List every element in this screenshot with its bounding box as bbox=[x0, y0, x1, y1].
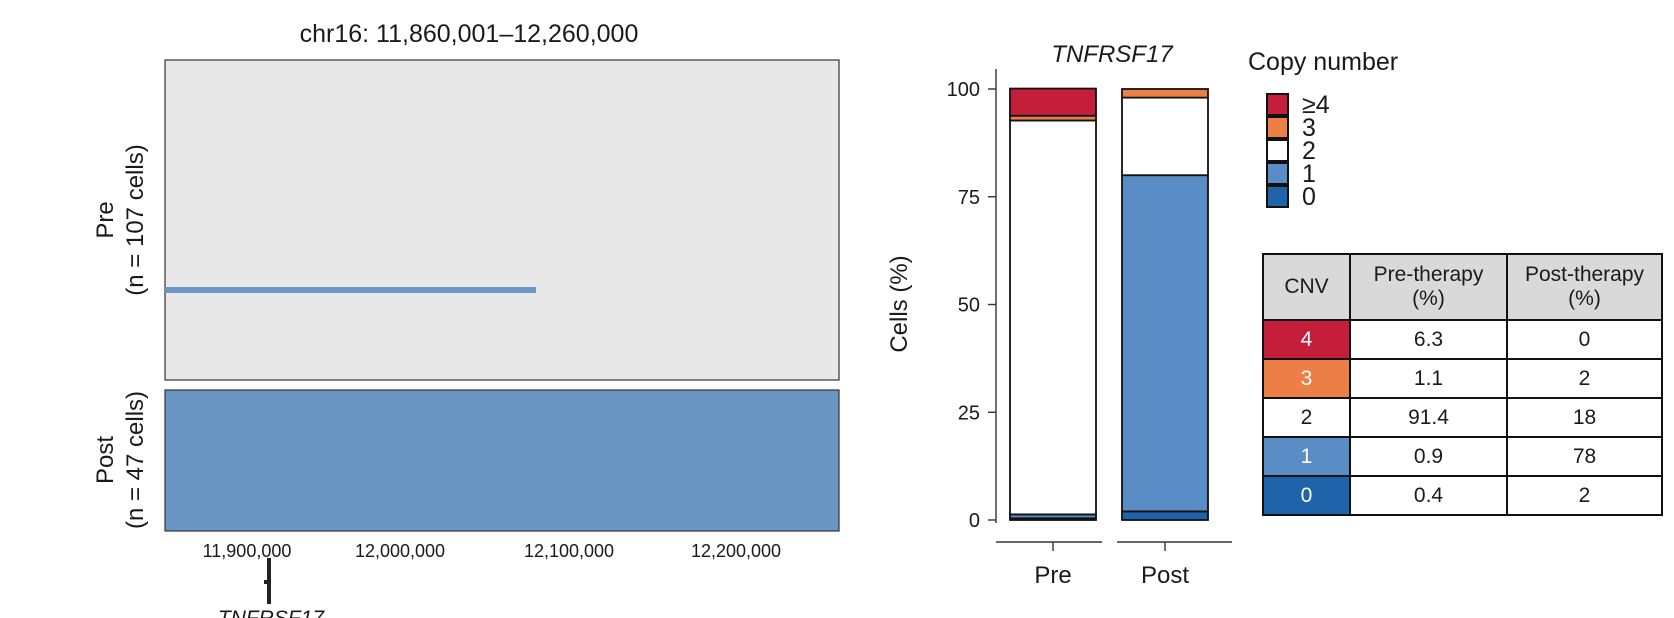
pre-row-label: Pre bbox=[92, 201, 119, 238]
legend-label: 1 bbox=[1302, 160, 1316, 188]
cnv-cell: 3 bbox=[1262, 358, 1351, 399]
legend-swatch bbox=[1266, 116, 1289, 139]
bar-segment bbox=[1009, 87, 1097, 117]
x-tick-label: 12,200,000 bbox=[691, 541, 781, 561]
post-value-cell: 78 bbox=[1506, 436, 1663, 477]
legend-swatch bbox=[1266, 185, 1289, 208]
y-tick-label: 75 bbox=[958, 187, 980, 209]
table-row: 2 91.4 18 bbox=[1262, 397, 1663, 438]
legend-label: ≥4 bbox=[1302, 91, 1330, 119]
post-row-count: (n = 47 cells) bbox=[122, 391, 149, 529]
gene-marker-tick bbox=[264, 580, 268, 584]
pre-value-cell: 91.4 bbox=[1349, 397, 1508, 438]
gene-marker bbox=[267, 558, 271, 604]
x-tick-label: 12,000,000 bbox=[355, 541, 445, 561]
y-tick-label: 100 bbox=[947, 79, 980, 101]
legend-title: Copy number bbox=[1248, 48, 1398, 76]
cnv-cell: 1 bbox=[1262, 436, 1351, 477]
y-axis: 0 25 50 75 100 bbox=[947, 69, 997, 532]
post-value-cell: 2 bbox=[1506, 358, 1663, 399]
y-tick-label: 50 bbox=[958, 295, 980, 317]
bar-segment bbox=[1121, 510, 1209, 521]
post-row-label: Post bbox=[92, 436, 119, 484]
header-post-therapy: Post-therapy (%) bbox=[1506, 253, 1663, 321]
bar-segment bbox=[1009, 119, 1097, 516]
pre-value-cell: 6.3 bbox=[1349, 319, 1508, 360]
table-row: 1 0.9 78 bbox=[1262, 436, 1663, 477]
chart-title: TNFRSF17 bbox=[1051, 41, 1174, 68]
table-row: 3 1.1 2 bbox=[1262, 358, 1663, 399]
header-pre-therapy: Pre-therapy (%) bbox=[1349, 253, 1508, 321]
bar-segment bbox=[1121, 174, 1209, 513]
track-title: chr16: 11,860,001–12,260,000 bbox=[300, 20, 639, 48]
legend-label: 2 bbox=[1302, 137, 1316, 165]
header-cnv: CNV bbox=[1262, 253, 1351, 321]
post-value-cell: 18 bbox=[1506, 397, 1663, 438]
gene-label: TNFRSF17 bbox=[218, 607, 326, 618]
bar-segment bbox=[1121, 96, 1209, 177]
post-value-cell: 0 bbox=[1506, 319, 1663, 360]
x-tick-label: Post bbox=[1141, 562, 1189, 589]
pre-value-cell: 0.4 bbox=[1349, 475, 1508, 516]
table-row: 4 6.3 0 bbox=[1262, 319, 1663, 360]
legend-swatch bbox=[1266, 93, 1289, 116]
pre-value-cell: 0.9 bbox=[1349, 436, 1508, 477]
post-cells-panel bbox=[164, 389, 840, 532]
legend-label: 0 bbox=[1302, 183, 1316, 211]
x-tick-label: Pre bbox=[1034, 562, 1071, 589]
cnv-cell: 2 bbox=[1262, 397, 1351, 438]
cnv-cell: 4 bbox=[1262, 319, 1351, 360]
bar-segment bbox=[1121, 88, 1209, 99]
legend-label: 3 bbox=[1302, 114, 1316, 142]
pre-cells-cnv-segment bbox=[165, 287, 536, 293]
x-tick-label: 11,900,000 bbox=[203, 541, 292, 561]
legend-swatch bbox=[1266, 162, 1289, 185]
post-value-cell: 2 bbox=[1506, 475, 1663, 516]
pre-value-cell: 1.1 bbox=[1349, 358, 1508, 399]
cnv-cell: 0 bbox=[1262, 475, 1351, 516]
legend-swatch bbox=[1266, 139, 1289, 162]
y-tick-label: 0 bbox=[969, 510, 980, 532]
bars bbox=[1009, 87, 1209, 521]
pre-row-count: (n = 107 cells) bbox=[122, 144, 149, 295]
cnv-summary-table: CNV Pre-therapy (%) Post-therapy (%) 4 6… bbox=[1262, 253, 1663, 516]
y-axis-title: Cells (%) bbox=[886, 255, 913, 352]
pre-cells-panel bbox=[164, 59, 840, 381]
x-axis: Pre Post bbox=[996, 541, 1232, 589]
table-row: 0 0.4 2 bbox=[1262, 475, 1663, 516]
y-tick-label: 25 bbox=[958, 402, 980, 424]
x-tick-label: 12,100,000 bbox=[524, 541, 614, 561]
table-header-row: CNV Pre-therapy (%) Post-therapy (%) bbox=[1262, 253, 1663, 321]
